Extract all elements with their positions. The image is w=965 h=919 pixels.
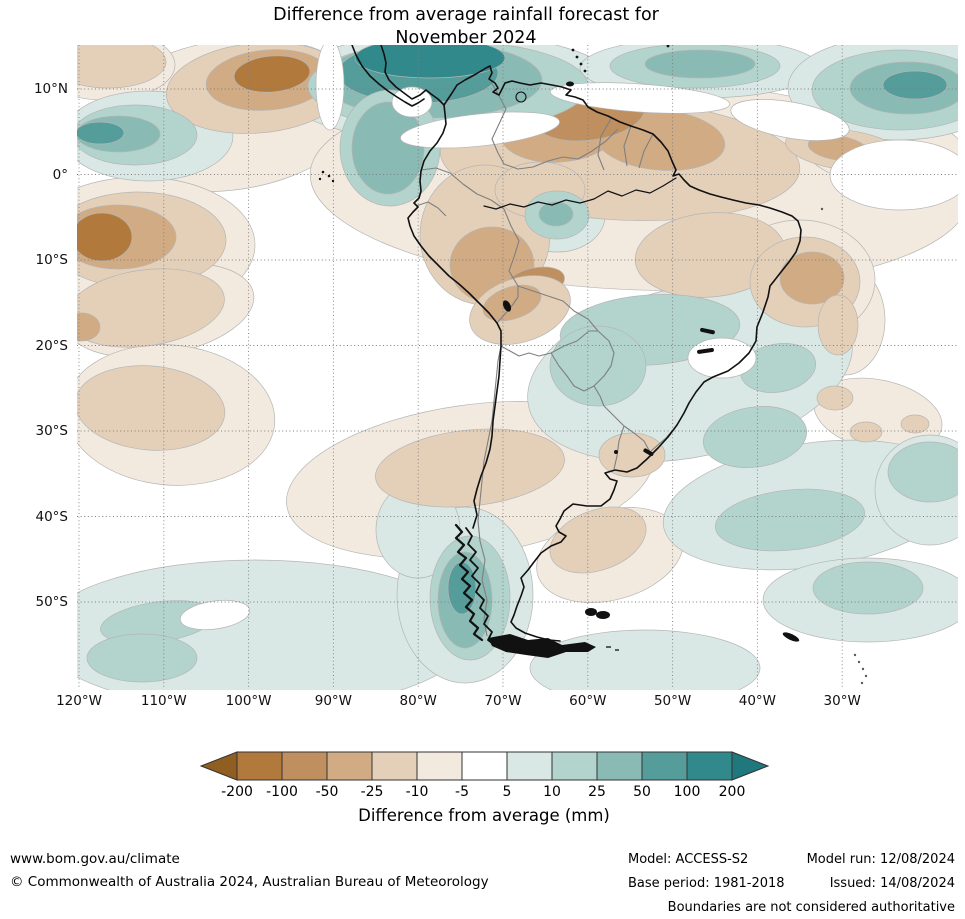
lat-label-0: 0° xyxy=(52,166,68,183)
page-title-line2: November 2024 xyxy=(395,28,537,48)
lagoon-mark xyxy=(643,448,654,456)
colorbar-tick: -25 xyxy=(360,784,384,800)
falkland-islands-east xyxy=(596,611,610,619)
colorbar-segment xyxy=(416,751,463,781)
lon-label-60w: 60°W xyxy=(569,693,607,709)
central-america-pacific-coast xyxy=(351,45,425,107)
rainfall-anomaly-map xyxy=(77,45,958,690)
graticule xyxy=(77,45,958,689)
trinidad-island xyxy=(566,81,574,87)
footer-base-period: Base period: 1981-2018 xyxy=(628,876,785,891)
lat-label-10n: 10°N xyxy=(33,81,68,97)
contour-fills xyxy=(77,45,958,690)
lon-label-30w: 30°W xyxy=(823,693,861,709)
colorbar-segment xyxy=(236,751,283,781)
colorbar-right-arrow xyxy=(731,751,770,781)
colorbar-title: Difference from average (mm) xyxy=(358,806,610,825)
south-america-west-coast xyxy=(407,104,502,529)
lat-label-50s: 50°S xyxy=(35,594,69,610)
lat-label-40s: 40°S xyxy=(35,508,69,525)
colorbar-tick: 50 xyxy=(633,784,651,800)
colorbar-tick: 25 xyxy=(588,784,606,800)
page-title-line1: Difference from average rainfall forecas… xyxy=(273,5,659,25)
colorbar-tick: -200 xyxy=(221,784,253,800)
coastlines xyxy=(351,45,802,647)
reservoir-mark xyxy=(700,327,715,335)
colorbar-segment xyxy=(371,751,418,781)
colorbar-segment xyxy=(686,751,733,781)
footer-disclaimer: Boundaries are not considered authoritat… xyxy=(667,900,955,915)
lat-label-20s: 20°S xyxy=(35,337,69,354)
colorbar-left-arrow xyxy=(199,751,238,781)
lake-maracaibo xyxy=(515,91,527,103)
footer-url[interactable]: www.bom.gov.au/climate xyxy=(10,851,180,867)
colorbar-tick: 10 xyxy=(543,784,561,800)
colorbar-tick: -5 xyxy=(455,784,469,800)
footer-model: Model: ACCESS-S2 xyxy=(628,852,749,867)
footer-model-run: Model run: 12/08/2024 xyxy=(806,852,955,867)
colorbar-segment xyxy=(596,751,643,781)
patagonia-fjords xyxy=(454,523,484,642)
lat-label-30s: 30°S xyxy=(35,423,69,439)
amazon-river xyxy=(483,177,677,210)
footer-issued: Issued: 14/08/2024 xyxy=(829,876,955,891)
colorbar-tick: -100 xyxy=(266,784,298,800)
lon-label-80w: 80°W xyxy=(399,693,437,709)
colorbar-segment xyxy=(506,751,553,781)
lake-titicaca xyxy=(502,300,512,312)
south-america-east-coast xyxy=(443,65,802,642)
country-borders xyxy=(415,79,673,637)
colorbar-tick: 200 xyxy=(718,784,746,800)
lon-label-70w: 70°W xyxy=(484,693,522,709)
falkland-islands-west xyxy=(585,608,597,616)
lon-label-50w: 50°W xyxy=(653,693,692,709)
lon-label-110w: 110°W xyxy=(140,693,187,709)
colorbar-segment xyxy=(551,751,598,781)
central-america-caribbean-coast xyxy=(380,45,445,106)
south-georgia-island xyxy=(782,632,800,642)
lon-label-100w: 100°W xyxy=(225,693,272,709)
colorbar-tick: -50 xyxy=(315,784,339,800)
colorbar-segment xyxy=(281,751,328,781)
lat-label-10s: 10°S xyxy=(35,252,69,268)
colorbar-segment xyxy=(641,751,688,781)
tierra-del-fuego xyxy=(488,634,596,658)
patagonia-fjords-2 xyxy=(465,527,497,647)
colorbar-tick: 5 xyxy=(502,784,512,800)
colorbar-segment xyxy=(461,751,508,781)
lon-label-90w: 90°W xyxy=(314,693,353,709)
islands-and-lakes xyxy=(318,45,868,685)
colorbar-segment xyxy=(326,751,373,781)
footer-copyright: © Commonwealth of Australia 2024, Austra… xyxy=(10,874,489,890)
lon-label-40w: 40°W xyxy=(738,693,777,709)
colorbar-tick: -10 xyxy=(405,784,429,800)
colorbar xyxy=(199,751,770,781)
colorbar-tick: 100 xyxy=(673,784,701,800)
reservoir-mark xyxy=(697,348,714,354)
lon-label-120w: 120°W xyxy=(56,693,102,709)
